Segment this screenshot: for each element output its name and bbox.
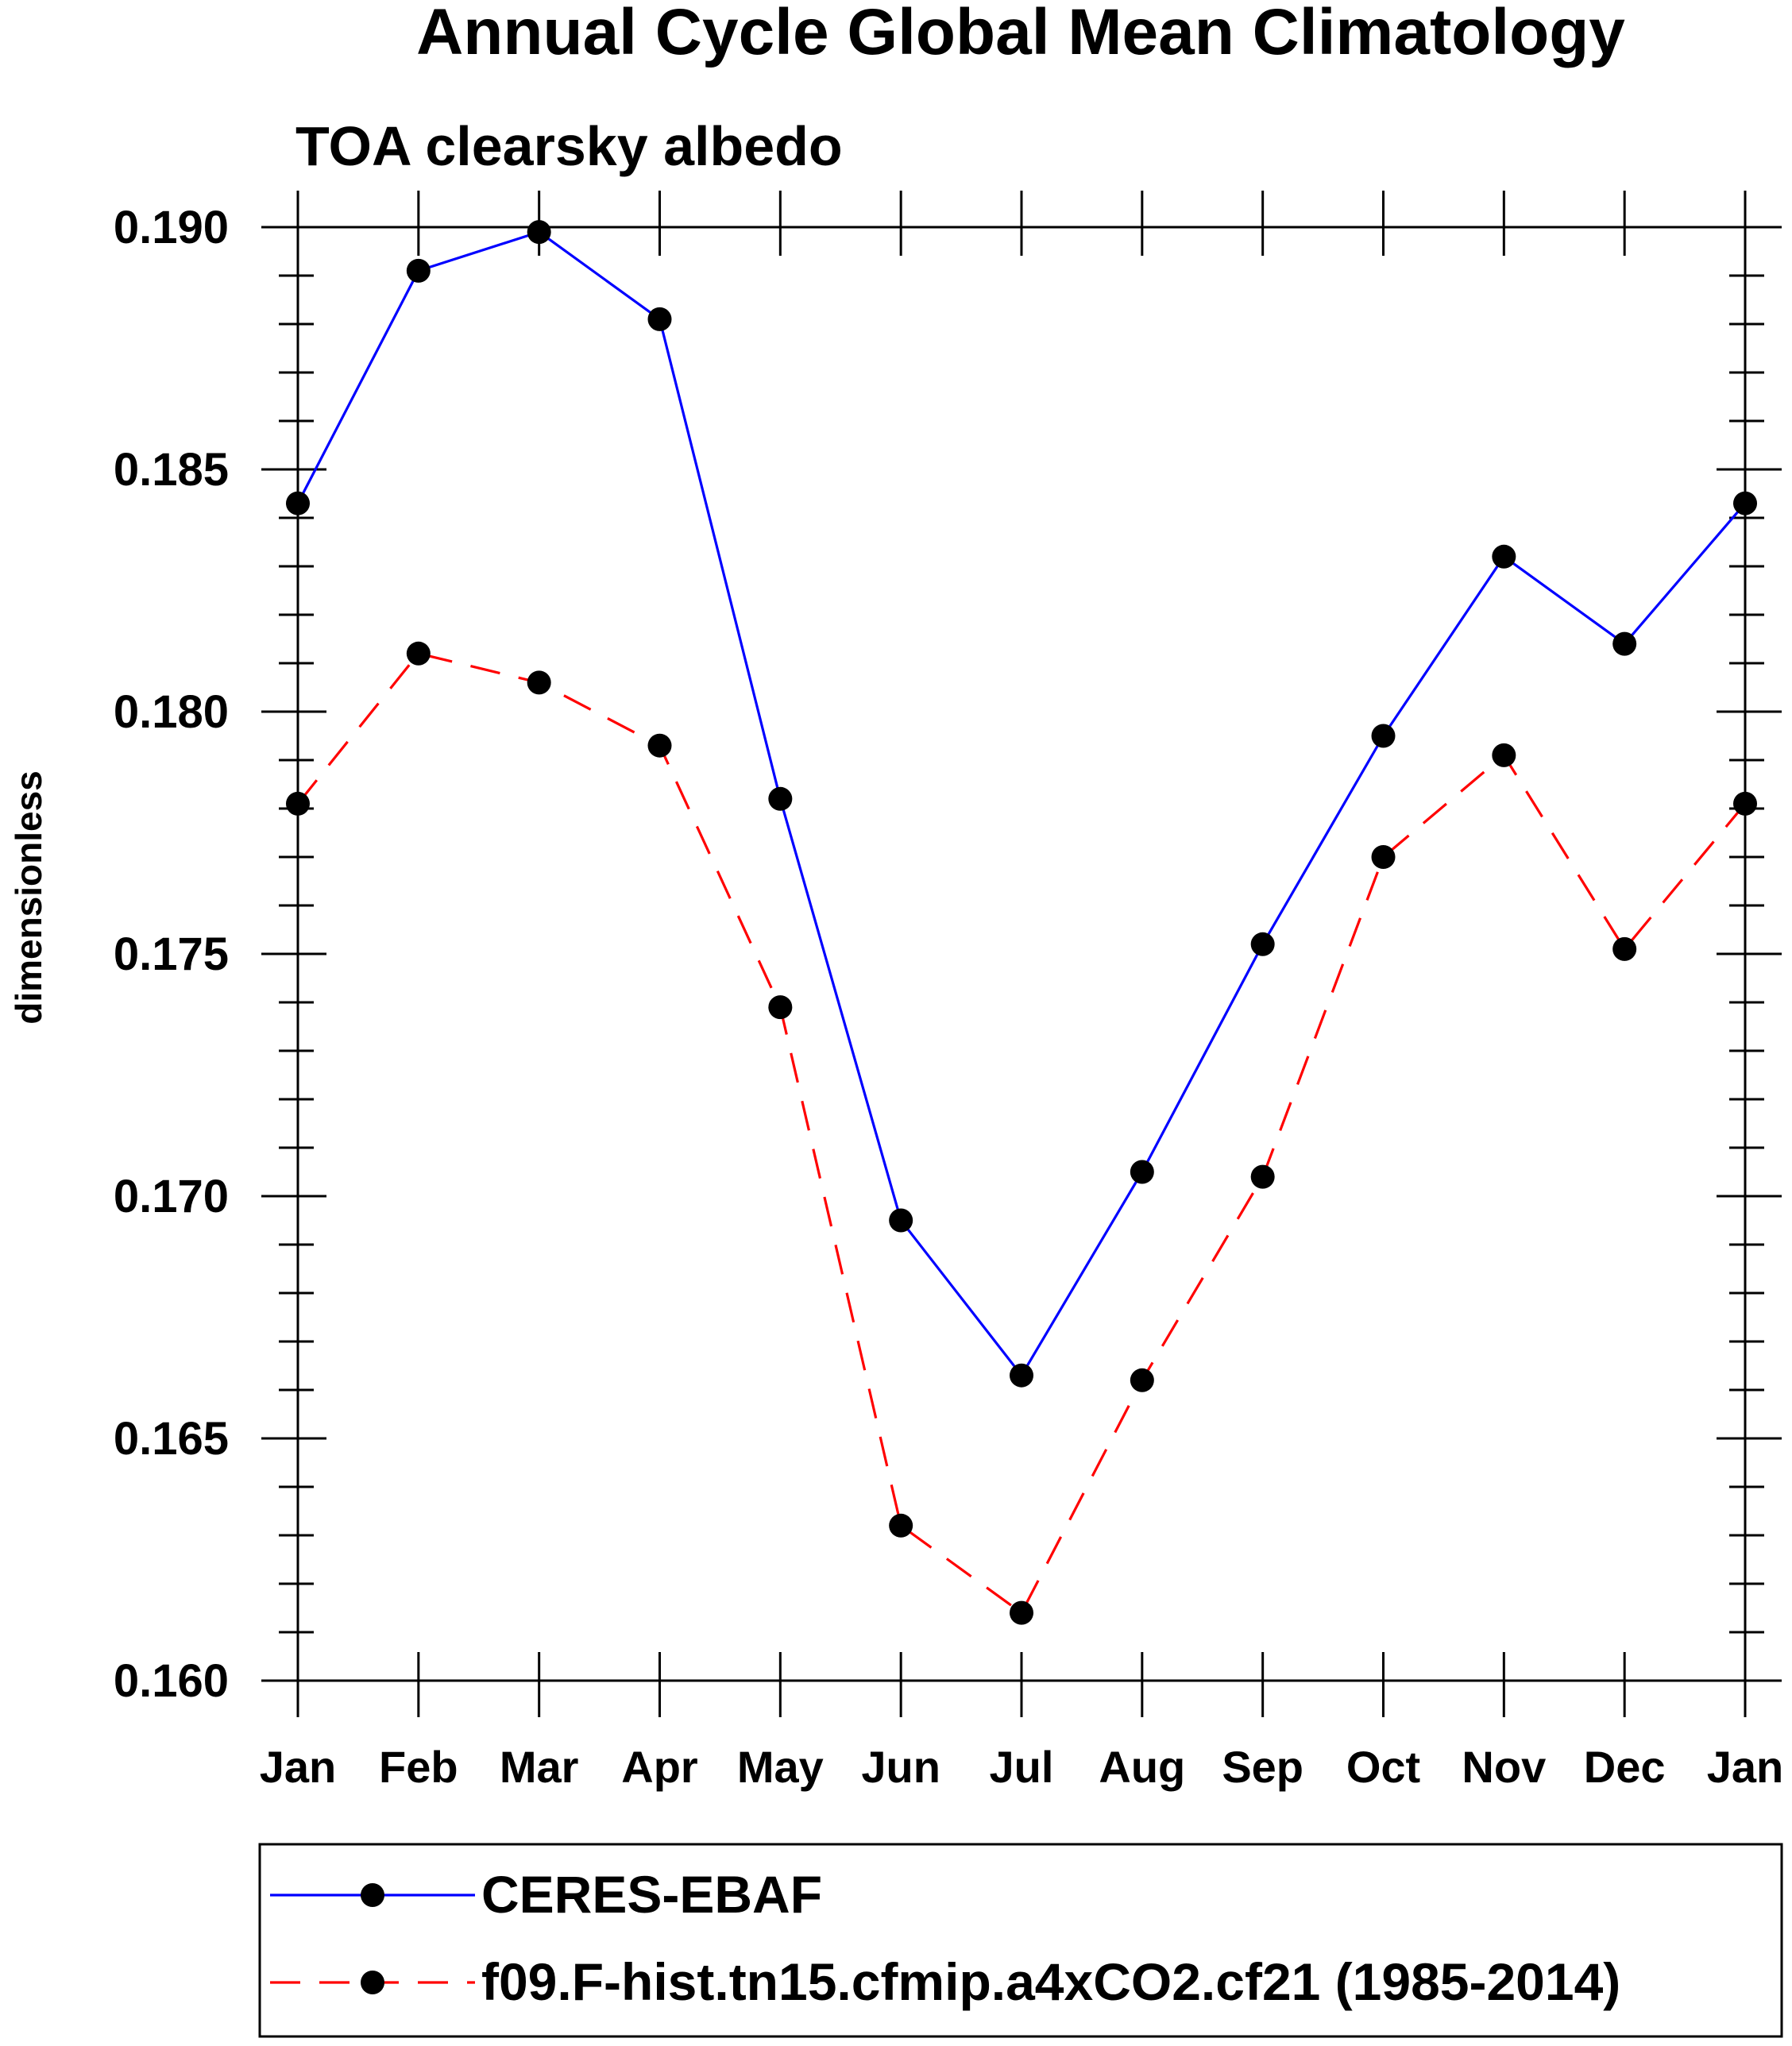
data-point xyxy=(768,995,793,1020)
x-tick-label: Jan xyxy=(1707,1742,1784,1792)
x-tick-label: May xyxy=(737,1742,824,1792)
y-tick-label: 0.175 xyxy=(114,928,229,980)
y-tick-label: 0.160 xyxy=(114,1655,229,1707)
y-tick-label: 0.170 xyxy=(114,1171,229,1222)
data-point xyxy=(1612,936,1637,961)
data-point xyxy=(1733,491,1757,515)
x-tick-label: Apr xyxy=(621,1742,697,1792)
axes: 0.160 0.165 0.170 0.175 0.180 0.185 0.190 Jan Fe… xyxy=(114,191,1783,1792)
y-tick-label: 0.185 xyxy=(114,444,229,496)
data-point xyxy=(1250,1164,1275,1189)
series-2 xyxy=(286,641,1757,1625)
x-tick-label: Aug xyxy=(1099,1742,1185,1792)
y-tick-label: 0.165 xyxy=(114,1413,229,1465)
y-tick-label: 0.180 xyxy=(114,686,229,738)
data-point xyxy=(406,641,431,666)
x-tick-label: Feb xyxy=(379,1742,458,1792)
series-1 xyxy=(286,220,1757,1388)
legend-box xyxy=(258,1843,1783,2038)
data-point xyxy=(406,258,431,283)
x-tick-label: Nov xyxy=(1462,1742,1546,1792)
legend-label: f09.F-hist.tn15.cfmip.a4xCO2.cf21 (1985-… xyxy=(481,1952,1620,2011)
y-axis-label: dimensionless xyxy=(8,770,49,1025)
data-point xyxy=(1612,631,1637,656)
x-tick-label: Mar xyxy=(500,1742,579,1792)
legend-marker xyxy=(361,1971,384,1994)
data-point xyxy=(1010,1600,1033,1625)
x-tick-label: Jun xyxy=(861,1742,940,1792)
data-point xyxy=(1492,544,1516,569)
x-tick-label: Sep xyxy=(1222,1742,1303,1792)
data-point xyxy=(1250,932,1275,956)
data-point xyxy=(1492,743,1516,767)
data-point xyxy=(647,307,672,331)
legend: CERES-EBAF f09.F-hist.tn15.cfmip.a4xCO2.c… xyxy=(258,1843,1783,2038)
x-tick-label: Jan xyxy=(260,1742,337,1792)
data-point xyxy=(1130,1160,1154,1184)
plot-series xyxy=(286,220,1757,1625)
data-point xyxy=(527,220,551,245)
data-point xyxy=(1371,845,1396,869)
data-point xyxy=(286,491,310,515)
data-point xyxy=(647,733,672,758)
data-point xyxy=(1010,1363,1033,1388)
legend-marker xyxy=(361,1883,384,1907)
y-tick-label: 0.190 xyxy=(114,202,229,253)
data-point xyxy=(889,1208,913,1233)
data-point xyxy=(889,1513,913,1538)
data-point xyxy=(1371,724,1396,748)
x-tick-label: Oct xyxy=(1346,1742,1420,1792)
chart-subtitle: TOA clearsky albedo xyxy=(295,115,843,177)
x-tick-label: Jul xyxy=(990,1742,1054,1792)
data-point xyxy=(1130,1368,1154,1392)
x-tick-label: Dec xyxy=(1584,1742,1666,1792)
data-point xyxy=(768,786,793,811)
data-point xyxy=(286,791,310,816)
data-point xyxy=(1733,791,1757,816)
legend-label: CERES-EBAF xyxy=(481,1865,822,1924)
data-point xyxy=(527,670,551,695)
chart-title: Annual Cycle Global Mean Climatology xyxy=(416,0,1625,68)
